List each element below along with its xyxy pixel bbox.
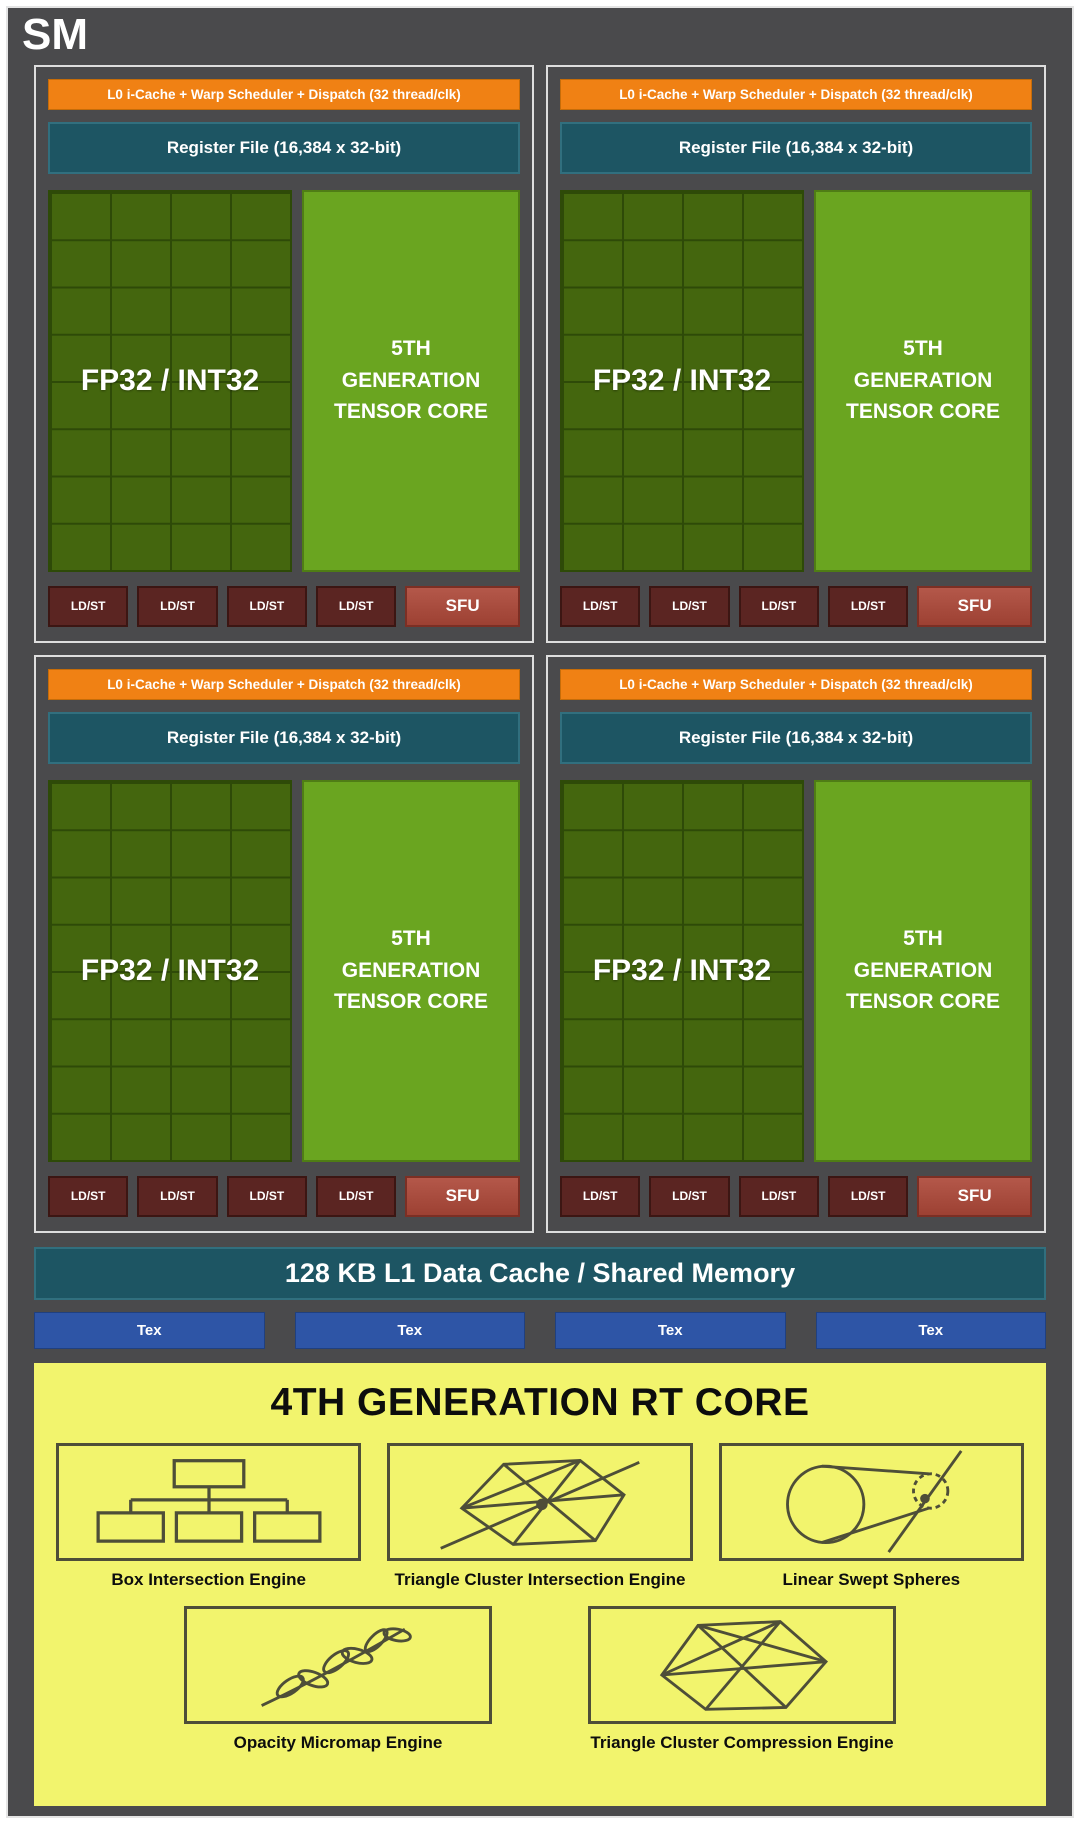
tensor-core-block: 5TH GENERATION TENSOR CORE [302, 779, 520, 1162]
ldst-unit: LD/ST [560, 1175, 641, 1217]
ldst-unit: LD/ST [738, 585, 819, 627]
core-row: FP32 / INT32 5TH GENERATION TENSOR CORE [48, 189, 520, 572]
sfu-unit: SFU [405, 585, 520, 627]
swept-spheres-icon [785, 1450, 963, 1554]
ldst-unit: LD/ST [48, 1175, 129, 1217]
fp32-int32-label: FP32 / INT32 [80, 363, 260, 397]
core-row: FP32 / INT32 5TH GENERATION TENSOR CORE [560, 189, 1032, 572]
triangle-compression-icon [659, 1620, 829, 1711]
ldst-unit: LD/ST [315, 1175, 397, 1217]
register-file-bar: Register File (16,384 x 32-bit) [48, 121, 520, 174]
l0-warp-scheduler-bar: L0 i-Cache + Warp Scheduler + Dispatch (… [48, 668, 520, 700]
ldst-unit: LD/ST [226, 585, 307, 627]
tensor-core-block: 5TH GENERATION TENSOR CORE [302, 189, 520, 572]
tex-unit: Tex [294, 1311, 525, 1349]
rt-engine: Box Intersection Engine [56, 1442, 362, 1590]
ldst-unit: LD/ST [649, 1175, 730, 1217]
ldst-unit: LD/ST [137, 1175, 218, 1217]
rt-engine-box [588, 1605, 896, 1724]
ldst-unit: LD/ST [315, 585, 397, 627]
core-row: FP32 / INT32 5TH GENERATION TENSOR CORE [48, 779, 520, 1162]
fp32-int32-label: FP32 / INT32 [80, 953, 260, 987]
ldst-unit: LD/ST [226, 1175, 307, 1217]
fp32-int32-label: FP32 / INT32 [592, 363, 772, 397]
sm-partition: L0 i-Cache + Warp Scheduler + Dispatch (… [546, 64, 1046, 643]
rt-engine: Linear Swept Spheres [718, 1442, 1024, 1590]
sm-diagram-panel: SM L0 i-Cache + Warp Scheduler + Dispatc… [6, 6, 1074, 1818]
tensor-core-block: 5TH GENERATION TENSOR CORE [814, 189, 1032, 572]
exec-row: LD/ST LD/ST LD/ST LD/ST SFU [560, 1175, 1032, 1217]
fp32-int32-label: FP32 / INT32 [592, 953, 772, 987]
ldst-unit: LD/ST [827, 585, 909, 627]
exec-row: LD/ST LD/ST LD/ST LD/ST SFU [48, 1175, 520, 1217]
rt-engine-box [184, 1605, 492, 1724]
l0-warp-scheduler-bar: L0 i-Cache + Warp Scheduler + Dispatch (… [560, 78, 1032, 110]
tex-unit: Tex [34, 1311, 265, 1349]
register-file-bar: Register File (16,384 x 32-bit) [48, 711, 520, 764]
rt-engine-label: Linear Swept Spheres [782, 1569, 961, 1589]
rt-engine-box [387, 1442, 693, 1561]
box-hierarchy-icon [96, 1458, 322, 1543]
rt-engine: Triangle Cluster Compression Engine [588, 1605, 896, 1753]
tensor-core-block: 5TH GENERATION TENSOR CORE [814, 779, 1032, 1162]
tex-unit: Tex [815, 1311, 1046, 1349]
rt-engine-label: Opacity Micromap Engine [233, 1732, 443, 1752]
rt-engine-label: Box Intersection Engine [111, 1569, 306, 1589]
rt-engine-label: Triangle Cluster Compression Engine [590, 1732, 894, 1752]
fp32-int32-core-grid: FP32 / INT32 [560, 779, 805, 1162]
fp32-int32-core-grid: FP32 / INT32 [48, 189, 293, 572]
sm-partition: L0 i-Cache + Warp Scheduler + Dispatch (… [546, 654, 1046, 1233]
ldst-unit: LD/ST [137, 585, 218, 627]
ldst-unit: LD/ST [827, 1175, 909, 1217]
exec-row: LD/ST LD/ST LD/ST LD/ST SFU [560, 585, 1032, 627]
tex-unit: Tex [555, 1311, 786, 1349]
sfu-unit: SFU [405, 1175, 520, 1217]
l0-warp-scheduler-bar: L0 i-Cache + Warp Scheduler + Dispatch (… [48, 78, 520, 110]
fp32-int32-core-grid: FP32 / INT32 [48, 779, 293, 1162]
tex-unit-row: Tex Tex Tex Tex [34, 1311, 1046, 1349]
rt-engine-box [718, 1442, 1024, 1561]
l0-warp-scheduler-bar: L0 i-Cache + Warp Scheduler + Dispatch (… [560, 668, 1032, 700]
l1-data-cache-bar: 128 KB L1 Data Cache / Shared Memory [34, 1246, 1046, 1300]
sm-partition: L0 i-Cache + Warp Scheduler + Dispatch (… [34, 654, 534, 1233]
register-file-bar: Register File (16,384 x 32-bit) [560, 121, 1032, 174]
rt-engine: Opacity Micromap Engine [184, 1605, 492, 1753]
rt-core-block: 4TH GENERATION RT CORE [34, 1362, 1046, 1806]
ldst-unit: LD/ST [48, 585, 129, 627]
rt-engine-label: Triangle Cluster Intersection Engine [394, 1569, 686, 1589]
core-row: FP32 / INT32 5TH GENERATION TENSOR CORE [560, 779, 1032, 1162]
rt-engine: Triangle Cluster Intersection Engine [387, 1442, 693, 1590]
sfu-unit: SFU [917, 1175, 1032, 1217]
sm-partition-grid: L0 i-Cache + Warp Scheduler + Dispatch (… [34, 64, 1046, 1233]
ldst-unit: LD/ST [649, 585, 730, 627]
sfu-unit: SFU [917, 585, 1032, 627]
rt-engine-row-bottom: Opacity Micromap Engine Triangle Cluster… [56, 1605, 1024, 1753]
fp32-int32-core-grid: FP32 / INT32 [560, 189, 805, 572]
exec-row: LD/ST LD/ST LD/ST LD/ST SFU [48, 585, 520, 627]
triangle-cluster-ray-icon [440, 1459, 640, 1550]
ldst-unit: LD/ST [738, 1175, 819, 1217]
rt-core-title: 4TH GENERATION RT CORE [270, 1380, 810, 1424]
ldst-unit: LD/ST [560, 585, 641, 627]
register-file-bar: Register File (16,384 x 32-bit) [560, 711, 1032, 764]
sm-title: SM [22, 10, 88, 59]
sm-partition: L0 i-Cache + Warp Scheduler + Dispatch (… [34, 64, 534, 643]
rt-engine-row-top: Box Intersection Engine Triangle Cluster… [56, 1442, 1024, 1590]
opacity-micromap-icon [261, 1627, 412, 1707]
rt-engine-box [56, 1442, 362, 1561]
